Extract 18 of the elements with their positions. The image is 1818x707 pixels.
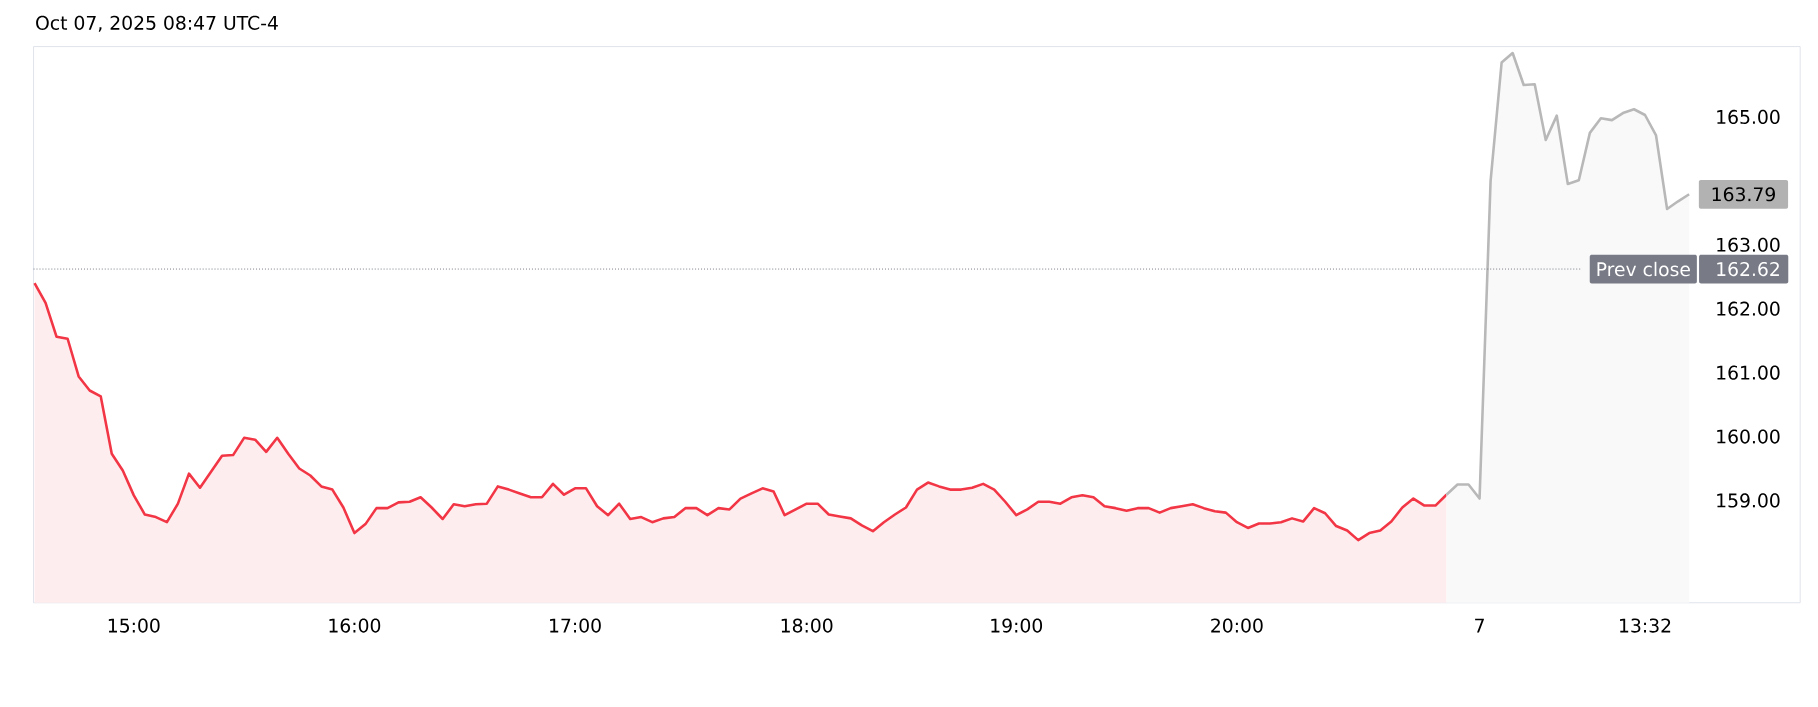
x-tick-label: 7 — [1475, 618, 1484, 633]
ref-line-label: Prev close — [1597, 261, 1690, 277]
x-tick-label: 17:00 — [550, 618, 601, 633]
text: Oct 07, 2025 08:47 UTC-4 — [36, 15, 278, 32]
x-tick-label: 18:00 — [781, 618, 833, 633]
y-tick-label: 159.00 — [1717, 493, 1780, 508]
x-tick-label: 19:00 — [991, 618, 1043, 633]
data-label: 163.79 — [1712, 187, 1775, 202]
y-tick-label: 162.62 — [1717, 262, 1779, 277]
y-tick-label: 161.00 — [1717, 365, 1780, 380]
x-tick-label: 16:00 — [329, 618, 381, 633]
y-tick-label: 160.00 — [1717, 429, 1780, 444]
x-tick-label: 20:00 — [1211, 618, 1263, 633]
y-tick-label: 162.00 — [1717, 301, 1780, 316]
y-tick-label: 163.00 — [1717, 237, 1780, 252]
y-tick-label: 165.00 — [1717, 109, 1780, 125]
x-tick-label: 15:00 — [108, 618, 160, 633]
x-tick-label: 13:32 — [1620, 618, 1671, 633]
